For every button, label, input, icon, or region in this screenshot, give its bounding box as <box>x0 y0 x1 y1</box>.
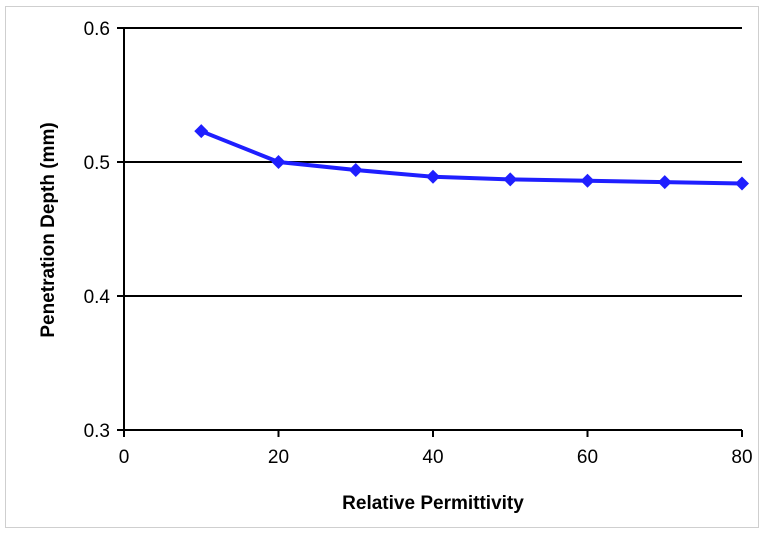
series-line-0 <box>200 129 743 186</box>
y-tick-label-2: 0.5 <box>84 153 110 174</box>
x-axis-ticks: 0 20 40 60 80 <box>119 430 753 468</box>
data-point-0-2 <box>348 163 363 178</box>
x-tick-label-1: 20 <box>268 447 289 468</box>
data-point-0-7 <box>735 176 749 191</box>
series-group <box>194 124 749 191</box>
x-tick-label-3: 60 <box>577 447 598 468</box>
data-point-0-5 <box>580 173 595 188</box>
data-point-0-0 <box>194 124 209 139</box>
y-tick-label-0: 0.3 <box>84 421 110 442</box>
y-axis-title: Penetration Depth (mm) <box>38 122 59 337</box>
data-point-0-4 <box>503 172 518 187</box>
chart-frame <box>5 6 759 528</box>
x-tick-label-4: 80 <box>731 447 752 468</box>
y-tick-label-3: 0.6 <box>84 19 110 40</box>
x-tick-label-0: 0 <box>119 447 130 468</box>
axes <box>123 28 742 431</box>
data-point-0-1 <box>271 155 286 169</box>
data-point-0-6 <box>657 175 672 190</box>
y-axis-ticks: 0.3 0.4 0.5 0.6 <box>84 19 124 442</box>
data-point-0-3 <box>426 169 440 184</box>
x-axis-title: Relative Permittivity <box>342 493 524 514</box>
x-tick-label-2: 40 <box>422 447 443 468</box>
gridlines <box>124 27 742 297</box>
y-tick-label-1: 0.4 <box>84 287 111 308</box>
